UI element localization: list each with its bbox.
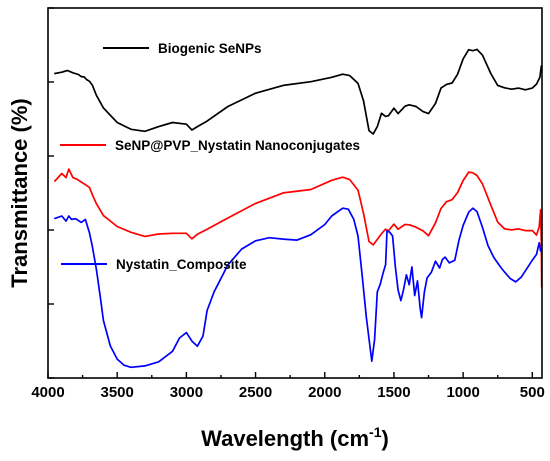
legend-label-2: SeNP@PVP_Nystatin Nanoconjugates: [115, 138, 360, 153]
x-tick-label-3000: 3000: [170, 384, 203, 401]
series-line-2: [54, 168, 543, 288]
x-axis-title-superscript: -1: [369, 424, 382, 440]
series-layer: [54, 48, 543, 369]
legend: Biogenic SeNPs SeNP@PVP_Nystatin Nanoconj…: [60, 41, 360, 272]
series-line-3: [54, 207, 542, 369]
x-tick-label-4000: 4000: [31, 384, 64, 401]
x-axis-title: Wavelength (cm-1): [201, 424, 389, 451]
x-tick-label-500: 500: [520, 384, 545, 401]
x-tick-label-2500: 2500: [239, 384, 272, 401]
x-tick-label-2000: 2000: [308, 384, 341, 401]
x-tick-label-1500: 1500: [377, 384, 410, 401]
y-axis-title: Transmittance (%): [7, 98, 32, 288]
x-axis-title-end: ): [382, 426, 389, 451]
series-line-1: [54, 48, 543, 135]
x-tick-label-1000: 1000: [446, 384, 479, 401]
y-axis-ticks: [48, 7, 54, 379]
legend-label-1: Biogenic SeNPs: [158, 41, 262, 56]
x-axis-ticks: 4000 3500 3000 2500 2000 1500 1000 500: [31, 372, 545, 401]
x-tick-label-3500: 3500: [101, 384, 134, 401]
legend-label-3: Nystatin_Composite: [116, 257, 247, 272]
x-axis-title-main: Wavelength (cm: [201, 426, 369, 451]
plot-frame: [47, 7, 543, 379]
